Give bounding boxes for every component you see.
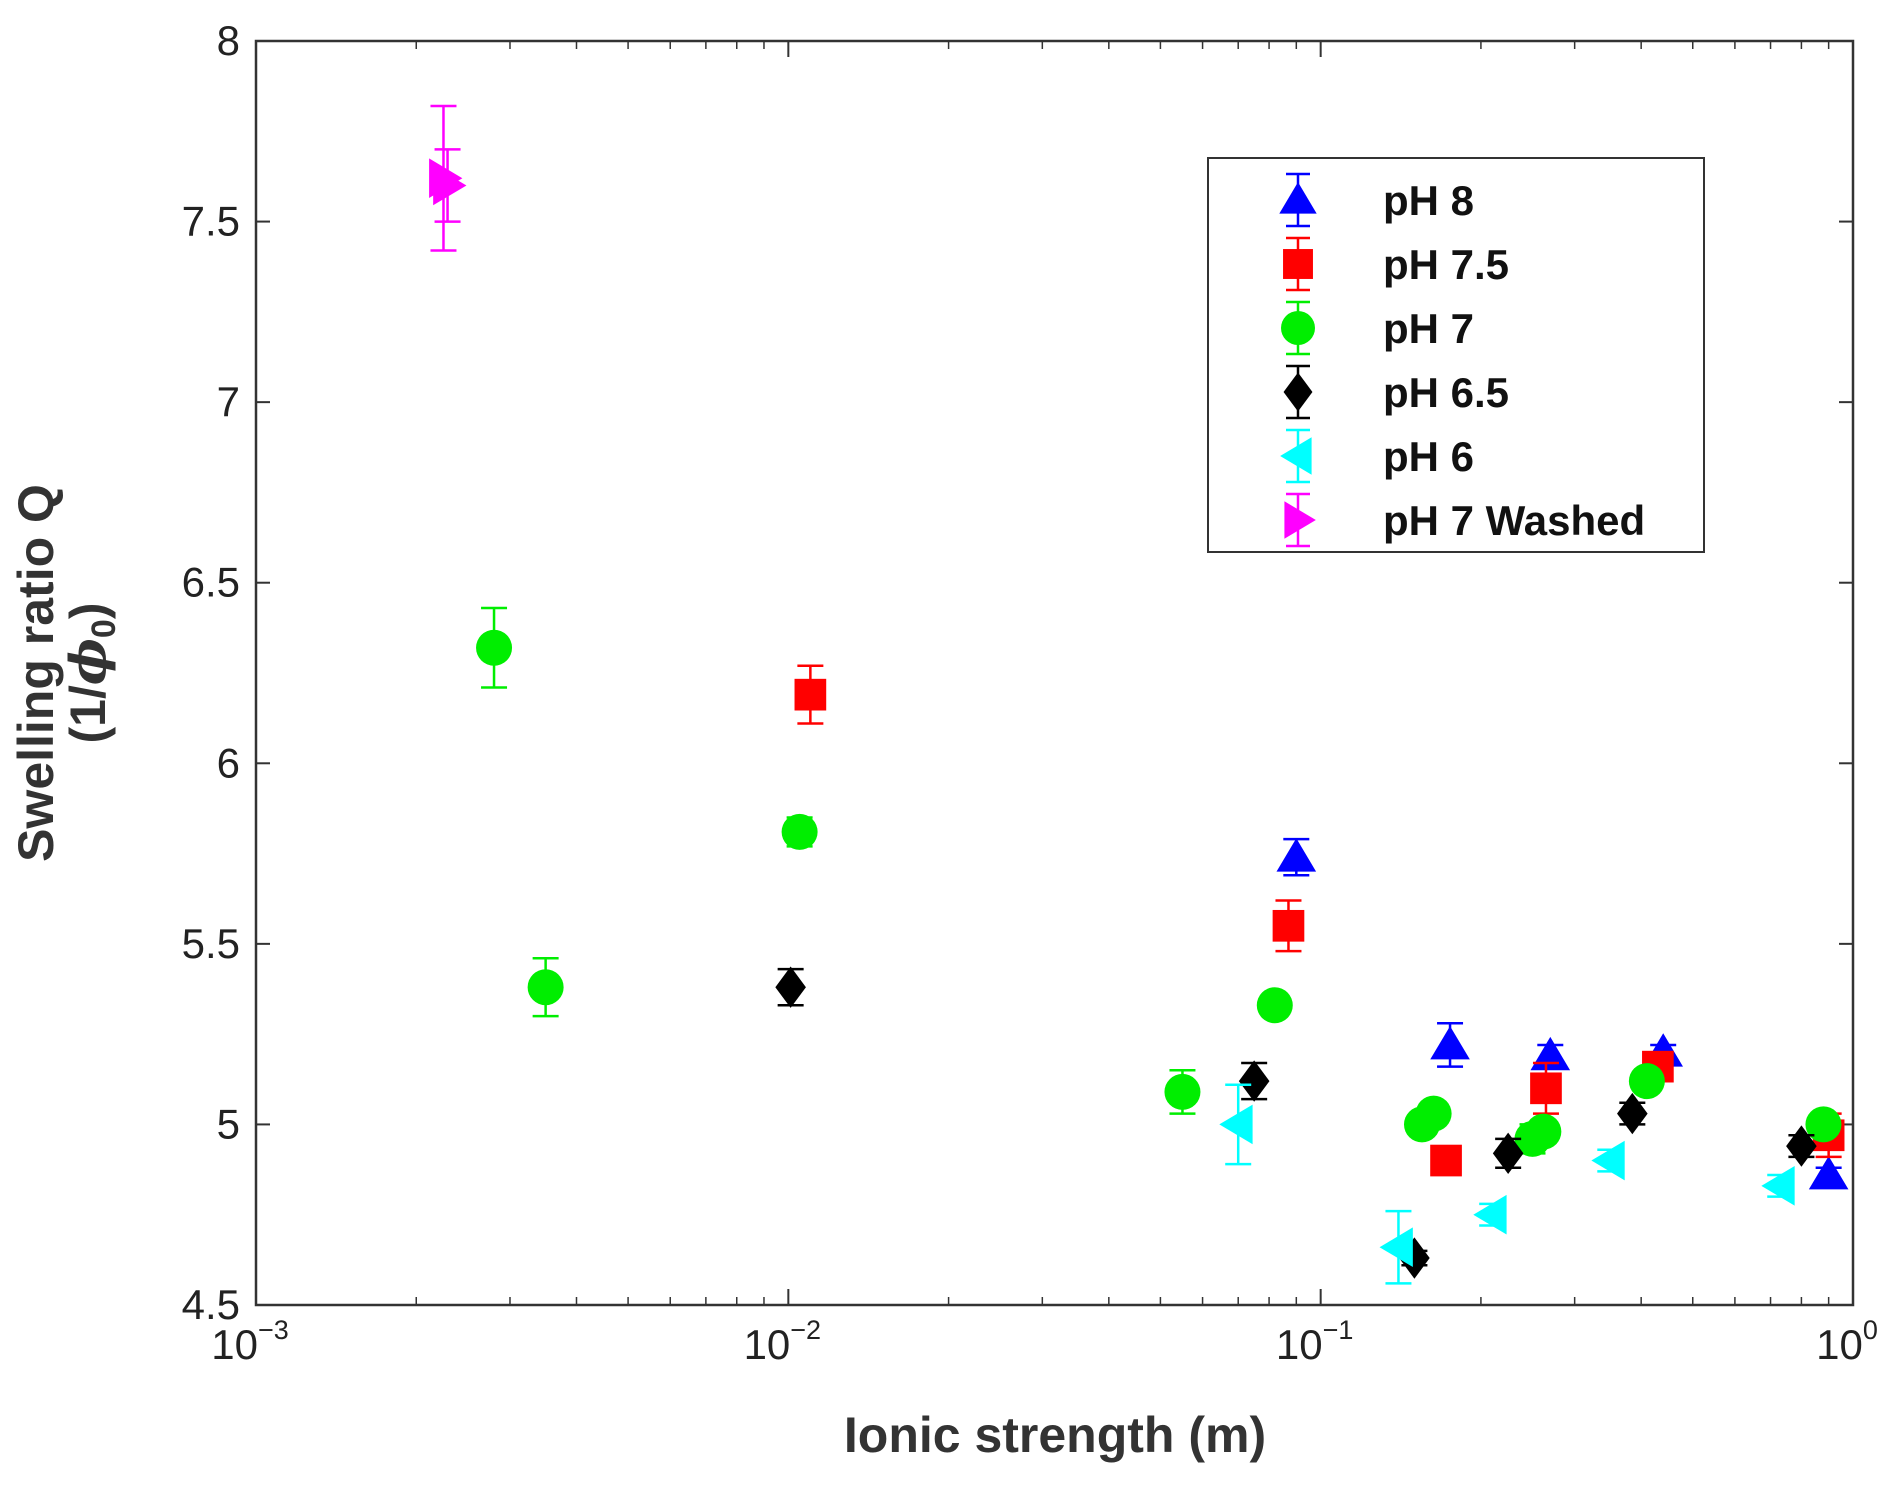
y-tick-label: 5 <box>217 1100 240 1147</box>
x-tick-label-base: 10 <box>1276 1321 1323 1368</box>
y-tick-label: 8 <box>217 17 240 64</box>
x-tick-label-exponent: −2 <box>790 1315 821 1345</box>
data-point <box>1473 1194 1507 1235</box>
x-tick-label-base: 10 <box>744 1321 791 1368</box>
x-axis-title: Ionic strength (m) <box>844 1407 1266 1463</box>
series-pH-6_5 <box>775 966 1817 1279</box>
legend-label: pH 6 <box>1383 433 1474 480</box>
data-point <box>1628 1063 1665 1100</box>
y-axis-title-phi: ϕ <box>58 638 117 685</box>
y-axis-ticks: 4.5 5 5.5 6 6.5 7 7.5 8 <box>182 17 1853 1328</box>
data-point <box>1430 1026 1470 1060</box>
series-pH-6 <box>1219 1083 1795 1285</box>
series-layer <box>429 104 1849 1285</box>
data-point <box>775 966 806 1008</box>
data-point <box>1530 1072 1562 1105</box>
data-point <box>476 629 513 666</box>
legend-item: pH 6 <box>1280 428 1474 484</box>
legend-item: pH 7 <box>1281 300 1474 356</box>
y-axis-title-line2: (1/ϕ0) <box>58 602 123 743</box>
x-tick-label-exponent: −1 <box>1323 1315 1354 1345</box>
series-pH-7-Washed <box>429 104 467 252</box>
y-tick-label: 6 <box>217 739 240 786</box>
legend-marker <box>1281 311 1315 345</box>
data-point <box>1525 1113 1562 1150</box>
y-tick-label: 7.5 <box>182 198 240 245</box>
data-point <box>1379 1227 1413 1268</box>
data-point <box>1591 1140 1625 1181</box>
y-axis-title-line1: Swelling ratio Q <box>8 484 64 862</box>
data-point <box>1808 1156 1849 1190</box>
data-point <box>1256 987 1293 1024</box>
series-pH-7 <box>476 606 1842 1157</box>
data-point <box>1219 1104 1253 1145</box>
data-point <box>1164 1073 1201 1110</box>
data-point <box>1492 1132 1524 1175</box>
x-axis-ticks: 10−3 10−2 10−1 100 <box>211 41 1878 1368</box>
data-point <box>1415 1095 1452 1132</box>
data-point <box>1761 1166 1795 1206</box>
data-point <box>1617 1092 1648 1135</box>
x-tick-label-base: 10 <box>211 1321 258 1368</box>
x-tick-label: 10−3 <box>211 1315 289 1368</box>
x-tick-label: 10−1 <box>1276 1315 1354 1368</box>
data-point <box>433 165 467 206</box>
legend-label: pH 7 Washed <box>1383 497 1645 544</box>
x-tick-label: 10−2 <box>744 1315 822 1368</box>
y-tick-label: 5.5 <box>182 920 240 967</box>
data-point <box>1272 909 1305 942</box>
legend-marker <box>1283 249 1313 279</box>
legend-item: pH 8 <box>1279 172 1474 228</box>
data-point <box>1786 1125 1817 1167</box>
legend-label: pH 8 <box>1383 177 1474 224</box>
x-tick-label-exponent: −3 <box>258 1315 289 1345</box>
data-point <box>1276 838 1317 872</box>
y-axis-title-sub: 0 <box>85 619 123 638</box>
legend-marker <box>1284 501 1316 539</box>
legend-marker <box>1283 372 1313 412</box>
data-point <box>1238 1060 1270 1102</box>
data-point <box>1430 1144 1462 1177</box>
legend-label: pH 6.5 <box>1383 369 1509 416</box>
x-tick-label-base: 10 <box>1816 1321 1863 1368</box>
y-axis-title: Swelling ratio Q (1/ϕ0) <box>8 484 123 862</box>
legend-item: pH 7.5 <box>1283 236 1509 292</box>
plot-frame <box>254 39 1855 1307</box>
legend-label: pH 7 <box>1383 305 1474 352</box>
legend-item: pH 6.5 <box>1283 364 1509 420</box>
y-tick-label: 7 <box>217 378 240 425</box>
y-tick-label: 4.5 <box>182 1281 240 1328</box>
data-point <box>527 969 564 1006</box>
x-tick-label-exponent: 0 <box>1863 1315 1878 1345</box>
legend-marker <box>1280 437 1312 475</box>
legend-item: pH 7 Washed <box>1284 492 1645 548</box>
legend-label: pH 7.5 <box>1383 241 1509 288</box>
legend: pH 8 pH 7.5 pH 7 pH 6.5 pH 6 pH 7 Washed <box>1207 157 1705 553</box>
y-tick-label: 6.5 <box>182 559 240 606</box>
data-point <box>1805 1106 1842 1143</box>
x-tick-label: 100 <box>1816 1315 1878 1368</box>
data-point <box>794 678 827 711</box>
y-axis-title-suffix: ) <box>60 602 116 619</box>
legend-marker <box>1279 182 1317 214</box>
y-axis-title-prefix: (1/ <box>60 685 116 743</box>
data-point <box>781 813 818 850</box>
